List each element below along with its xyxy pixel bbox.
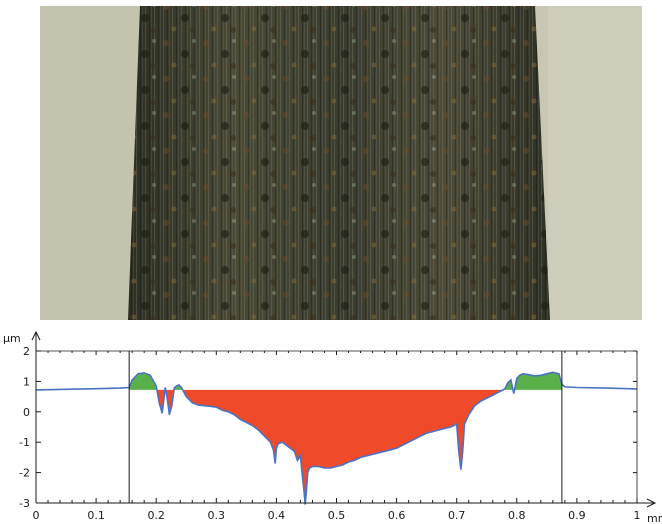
x-tick-label: 0.8 xyxy=(508,509,526,522)
x-tick-label: 0.7 xyxy=(448,509,466,522)
y-tick-label: -2 xyxy=(19,467,30,480)
y-tick-label: 2 xyxy=(23,345,30,358)
x-tick-label: 0 xyxy=(33,509,40,522)
chart-ticks: 0 0.1 0.2 0.3 0.4 0.5 0.6 0.7 0.8 0.9 1 2 1 0 -1 -2 -3 xyxy=(19,345,640,522)
y-tick-label: 0 xyxy=(23,406,30,419)
micrograph-right-metal xyxy=(548,6,642,320)
profile-line-layer xyxy=(35,371,638,505)
x-tick-label: 1 xyxy=(634,509,641,522)
x-axis-arrow xyxy=(646,498,657,508)
y-tick-label: -3 xyxy=(19,497,30,510)
x-unit-label: mm xyxy=(647,512,662,524)
removed-area-1 xyxy=(156,389,165,414)
y-tick-label: 1 xyxy=(23,375,30,388)
x-tick-label: 0.9 xyxy=(568,509,586,522)
x-tick-label: 0.1 xyxy=(87,509,105,522)
removed-area-5 xyxy=(182,389,503,505)
removed-area-3 xyxy=(165,389,174,415)
profile-fill-areas xyxy=(129,372,562,505)
profile-line xyxy=(35,371,638,505)
pileup-area-4 xyxy=(173,385,183,390)
y-unit-label: µm xyxy=(3,332,21,345)
y-axis-arrow xyxy=(31,330,41,341)
wear-track-debris xyxy=(128,6,550,320)
x-tick-label: 0.4 xyxy=(268,509,286,522)
x-tick-label: 0.2 xyxy=(147,509,165,522)
x-tick-label: 0.6 xyxy=(388,509,406,522)
y-tick-label: -1 xyxy=(19,436,30,449)
pileup-area-0 xyxy=(129,372,157,390)
micrograph-left-metal xyxy=(40,6,140,320)
pileup-area-8 xyxy=(514,372,562,390)
x-tick-label: 0.3 xyxy=(208,509,226,522)
x-tick-label: 0.5 xyxy=(328,509,346,522)
pileup-area-6 xyxy=(502,379,513,390)
